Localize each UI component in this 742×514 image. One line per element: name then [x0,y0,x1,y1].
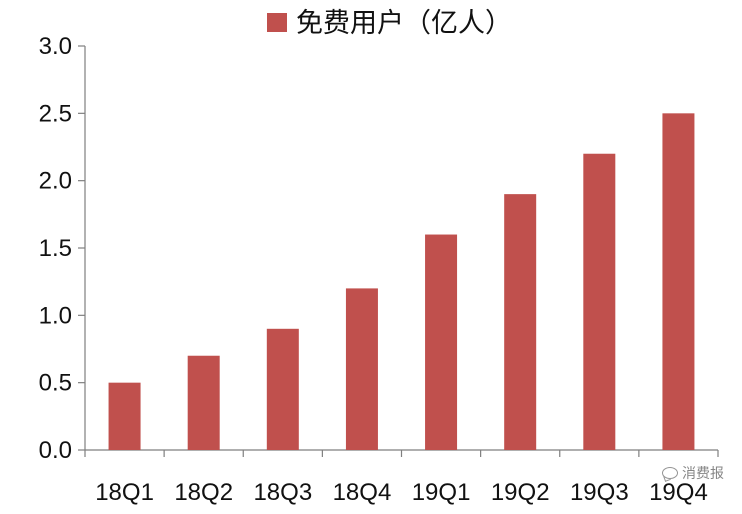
x-tick-label: 18Q1 [95,479,154,506]
y-tick-label: 2.0 [39,168,72,195]
y-tick-label: 1.5 [39,235,72,262]
x-tick-label: 19Q1 [412,479,471,506]
bar [504,194,537,450]
y-tick-label: 0.0 [39,437,72,464]
bar [425,234,458,450]
bars [108,113,695,450]
y-tick-label: 3.0 [39,33,72,60]
y-axis: 0.0 0.5 1.0 1.5 2.0 2.5 3.0 [39,33,86,464]
bar [662,113,695,450]
x-axis: 18Q1 18Q2 18Q3 18Q4 19Q1 19Q2 19Q3 19Q4 [84,449,719,506]
y-tick-label: 2.5 [39,100,72,127]
x-tick-label: 19Q4 [649,479,708,506]
legend-swatch [267,13,287,32]
bar [108,382,141,450]
bar [187,355,220,450]
bar [583,153,616,450]
x-tick-label: 18Q4 [333,479,392,506]
legend: 免费用户（亿人） [267,8,512,39]
watermark: 消费报 [662,463,724,483]
bar [266,328,299,450]
wechat-icon [662,467,678,479]
y-tick-label: 0.5 [39,370,72,397]
watermark-text: 消费报 [682,466,724,482]
y-tick-label: 1.0 [39,302,72,329]
legend-label: 免费用户（亿人） [296,8,512,39]
x-tick-label: 19Q3 [570,479,629,506]
x-tick-label: 19Q2 [491,479,550,506]
x-tick-label: 18Q2 [174,479,233,506]
bar [345,288,378,450]
x-tick-label: 18Q3 [253,479,312,506]
